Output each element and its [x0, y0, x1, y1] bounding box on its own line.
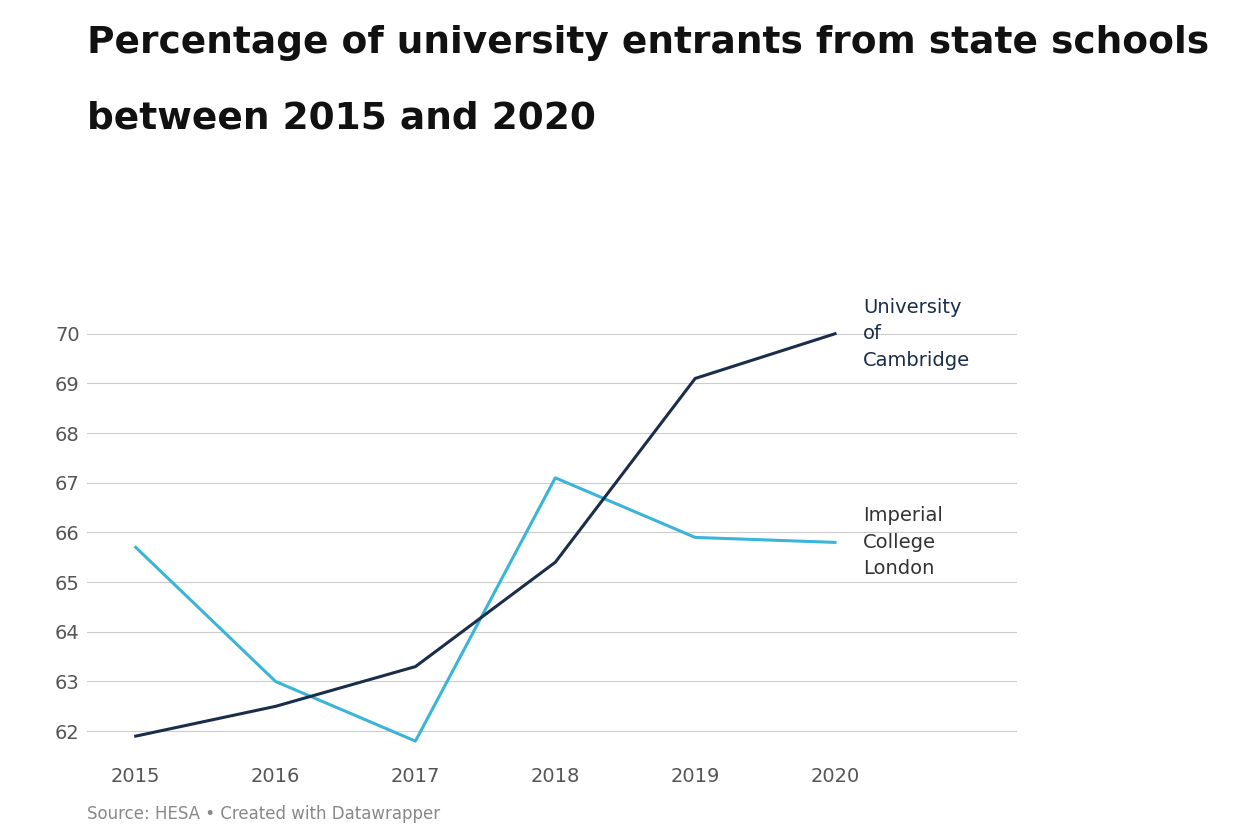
Text: Imperial
College
London: Imperial College London	[863, 507, 942, 579]
Text: Source: HESA • Created with Datawrapper: Source: HESA • Created with Datawrapper	[87, 806, 440, 823]
Text: between 2015 and 2020: between 2015 and 2020	[87, 101, 595, 137]
Text: Percentage of university entrants from state schools: Percentage of university entrants from s…	[87, 25, 1209, 61]
Text: University
of
Cambridge: University of Cambridge	[863, 297, 970, 370]
